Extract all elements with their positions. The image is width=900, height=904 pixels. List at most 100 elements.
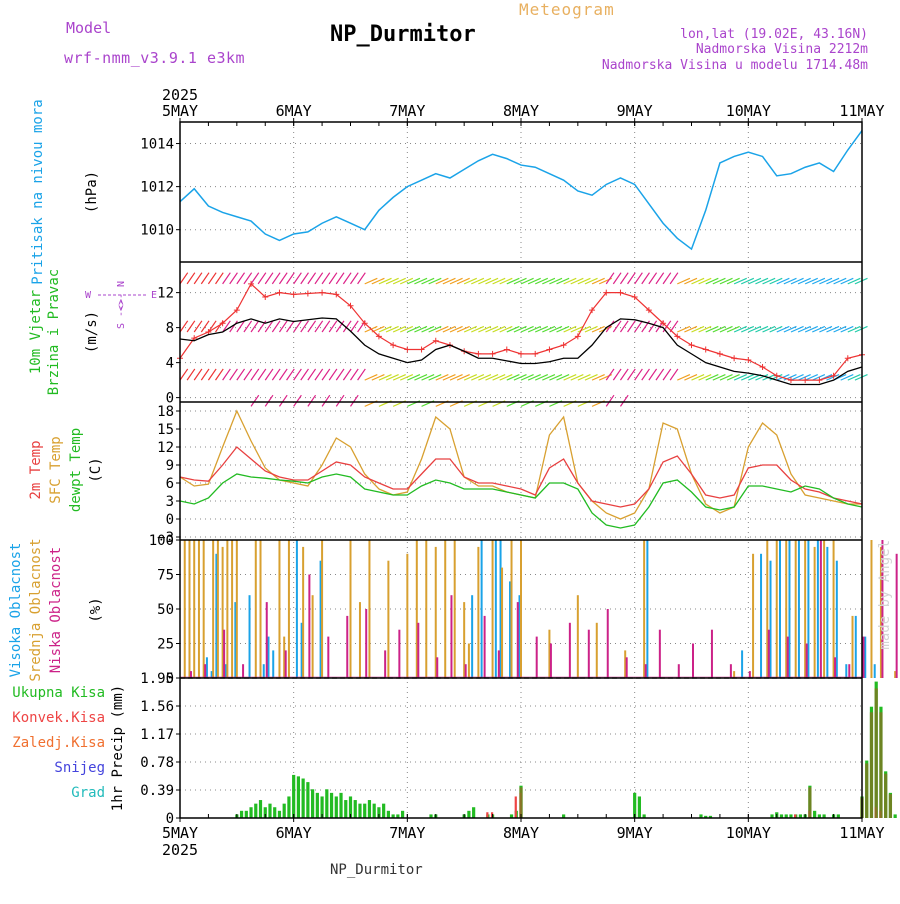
low-cloud-bar: [516, 602, 519, 678]
total-precip-bar: [770, 814, 774, 818]
wind-barb: [421, 373, 435, 381]
wind-barb: [250, 320, 260, 333]
mid-cloud-bar: [425, 540, 428, 678]
wind-barb: [179, 272, 189, 285]
wind-barb: [577, 325, 591, 333]
station-title: NP_Durmitor: [330, 22, 476, 47]
cloud-unit: (%): [88, 597, 104, 622]
wind-barb: [257, 368, 267, 381]
low-cloud-bar: [327, 636, 330, 678]
total-precip-bar: [268, 803, 272, 818]
wind-barb: [399, 277, 414, 285]
wind-barb: [193, 272, 203, 285]
wind-barb: [350, 394, 359, 407]
high-cloud-bar: [788, 540, 791, 678]
wind-barb: [641, 368, 650, 381]
low-cloud-bar: [398, 629, 401, 678]
temp-axis-title-dewpt: dewpt Temp: [68, 428, 84, 512]
wind-barb: [414, 325, 428, 333]
wind-barb: [826, 277, 840, 285]
wind-barb: [655, 368, 665, 381]
wind-barb: [222, 272, 231, 285]
bottom-time-label: 9MAY: [617, 824, 653, 842]
wind-y-tick-label: 12: [157, 286, 174, 302]
total-precip-bar: [363, 803, 367, 818]
low-cloud-bar: [748, 671, 751, 678]
high-cloud-bar: [248, 595, 251, 678]
wind-barb: [612, 272, 622, 285]
2m-temp-line: [179, 446, 863, 508]
wind-barb: [726, 277, 740, 285]
wind-barb: [407, 325, 421, 333]
wind-barb: [385, 325, 399, 333]
top-time-label: 8MAY: [503, 102, 539, 120]
temperature-y-tick-label: 18: [157, 404, 174, 420]
wind-barb: [321, 368, 331, 381]
wind-barb: [215, 368, 224, 381]
wind-barb: [549, 373, 563, 381]
temperature-y-tick-label: 15: [157, 422, 174, 438]
wind-barb: [726, 373, 740, 381]
high-cloud-bar: [499, 540, 502, 678]
mid-cloud-bar: [477, 546, 480, 678]
wind-barb: [200, 320, 210, 333]
low-cloud-bar: [606, 609, 609, 678]
marks-layer: [177, 130, 898, 818]
high-cloud-bar: [518, 595, 521, 678]
mid-cloud-bar: [510, 540, 513, 678]
wind-barb: [321, 272, 331, 285]
pressure-y-tick-label: 1014: [140, 137, 174, 153]
high-cloud-bar: [509, 581, 512, 678]
wind-barb: [314, 320, 324, 333]
wind-barb: [307, 320, 317, 333]
total-precip-bar: [400, 810, 405, 818]
precipitation-y-tick-label: 1.17: [140, 727, 174, 743]
temp-axis-title-sfc: SFC Temp: [48, 436, 64, 503]
total-precip-bar: [704, 815, 708, 818]
wind-barb: [499, 277, 513, 285]
wind-barb: [278, 272, 288, 285]
low-cloud-bar: [242, 664, 245, 678]
wind-barb: [669, 272, 679, 285]
wind-barb: [250, 394, 260, 407]
wind-barb: [584, 277, 598, 285]
wind-barb: [556, 277, 570, 285]
low-cloud-bar: [805, 643, 808, 678]
mid-cloud-bar: [813, 546, 816, 678]
wind-barb: [534, 325, 549, 333]
cloud-axis-title-high: Visoka Oblacnost: [8, 543, 24, 678]
total-precip-bar: [325, 789, 329, 818]
low-cloud-bar: [710, 629, 713, 678]
wind-barb: [456, 277, 470, 285]
wind-barb: [271, 368, 281, 381]
wind-barb: [641, 272, 650, 285]
wind-barb: [563, 277, 577, 285]
wind-barb: [677, 373, 691, 381]
wind-barb: [271, 272, 281, 285]
wind-barb: [350, 368, 359, 381]
precip-legend-3: Zaledj.Kisa: [12, 735, 105, 751]
wind-barb: [442, 277, 456, 285]
wind-barb: [357, 368, 366, 381]
mid-cloud-bar: [358, 602, 361, 678]
mid-cloud-bar: [804, 540, 807, 678]
wind-barb: [847, 277, 861, 285]
wind-barb: [449, 325, 463, 333]
wind-barb: [222, 368, 231, 381]
wind-barb: [471, 277, 485, 285]
wind-barb: [286, 368, 295, 381]
lonlat: lon,lat (19.02E, 43.16N): [680, 27, 868, 42]
wind-barb: [264, 272, 274, 285]
low-cloud-bar: [549, 643, 552, 678]
wind-barb: [378, 325, 392, 333]
low-cloud-bar: [223, 629, 226, 678]
low-cloud-bar: [384, 650, 387, 678]
wind-barb: [712, 325, 726, 333]
total-precip-bar: [277, 810, 282, 818]
wind-barb: [854, 325, 868, 333]
wind-barb: [605, 368, 615, 381]
bottom-time-label: 6MAY: [276, 824, 312, 842]
wind-barb: [385, 277, 399, 285]
wind-barb: [549, 277, 563, 285]
mid-cloud-bar: [226, 540, 229, 678]
